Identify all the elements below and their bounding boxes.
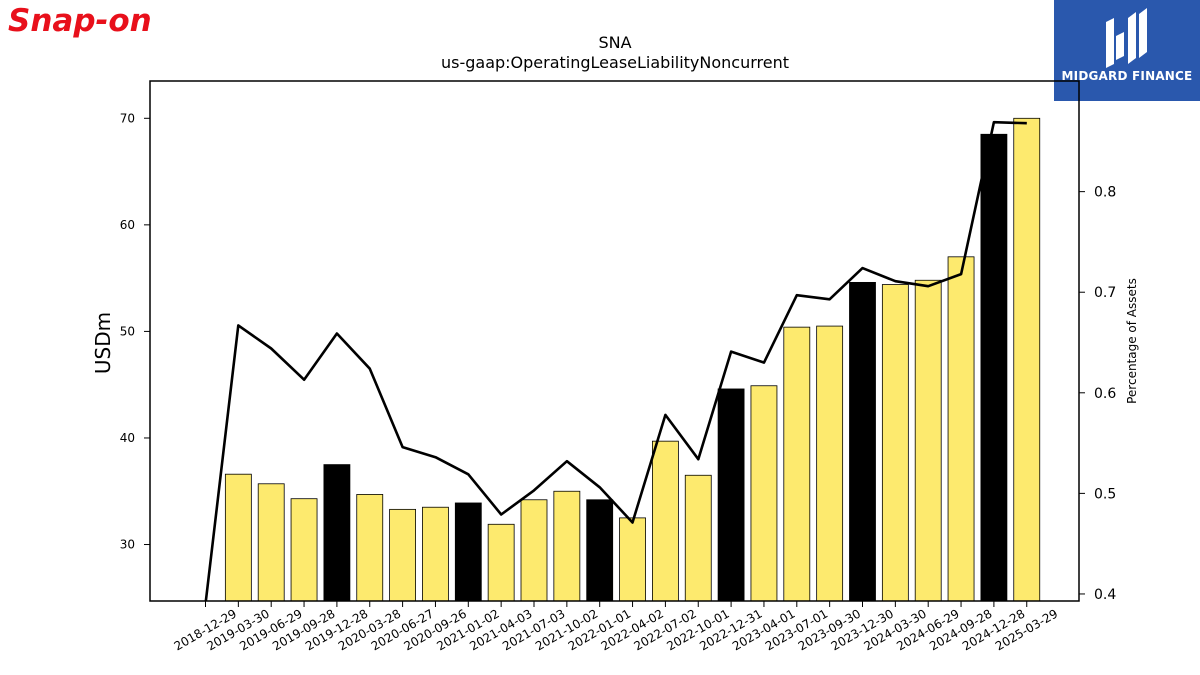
bar [323,464,351,602]
y-tick-label: 70 [120,111,135,125]
bar [619,517,646,602]
bar [520,499,548,602]
y2-tick-label: 0.5 [1094,486,1116,502]
y-tick-label: 50 [120,324,135,338]
bar [257,483,285,602]
y-axis-right: 0.4 0.5 0.6 0.7 0.8 [1079,185,1116,603]
chart-subtitle: us-gaap:OperatingLeaseLiabilityNoncurren… [441,53,789,72]
x-axis: 2018-12-292019-03-302019-06-292019-09-28… [172,601,1060,653]
snap-on-logo: Snap-on [8,4,152,39]
y2-tick-label: 0.8 [1094,185,1116,201]
bar [849,281,876,602]
bar [454,502,482,602]
line-series [204,120,1027,601]
y-axis-label: USDm [91,312,115,374]
y-tick-label: 60 [120,218,135,232]
snap-on-logo-text: Snap-on [8,4,152,39]
y2-tick-label: 0.6 [1094,386,1116,402]
bar [290,498,318,602]
y2-axis-label: Percentage of Assets [1125,278,1139,404]
midgard-finance-name: MIDGARD FINANCE [1061,69,1193,83]
bar [684,474,712,602]
midgard-finance-logo: MIDGARD FINANCE [1054,0,1200,101]
bar [389,508,417,602]
bar [586,499,614,602]
bar [947,256,975,602]
bar [1013,117,1041,602]
y-tick-label: 40 [120,431,135,445]
bar [783,326,811,602]
percentage-line [204,120,1027,601]
chart-title: SNA [598,33,631,52]
y-tick-label: 30 [120,538,135,552]
bar [881,284,909,602]
bar [422,506,449,602]
bar [750,385,778,602]
bar [487,523,515,602]
y2-tick-label: 0.7 [1094,285,1116,301]
bar [652,440,679,602]
bar [914,279,942,602]
plot-frame [149,80,1080,602]
y2-tick-label: 0.4 [1094,587,1116,603]
bar [816,325,844,602]
bar [553,490,581,602]
midgard-mark-icon [1106,8,1147,68]
bar-series [224,117,1041,602]
y-axis-left: 30 40 50 60 70 [120,111,150,552]
bar [717,388,745,602]
bar [356,494,384,602]
bar [980,133,1008,602]
bar [224,473,252,602]
